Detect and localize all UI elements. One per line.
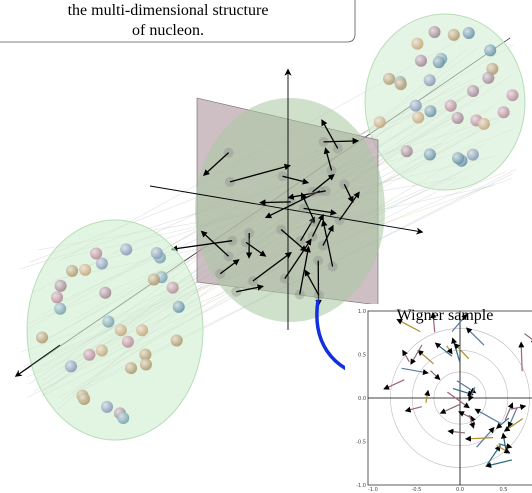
caption-line: of nucleon. — [132, 22, 204, 39]
parton-highlight — [482, 72, 494, 84]
figure: the multi-dimensional structure of nucle… — [0, 0, 532, 493]
parton-highlight — [478, 118, 490, 130]
y-tick-label: -0.5 — [356, 440, 366, 446]
parton-highlight — [51, 291, 63, 303]
parton-highlight — [424, 74, 436, 86]
parton-highlight — [467, 85, 479, 97]
parton-highlight — [55, 280, 67, 292]
parton-highlight — [411, 38, 423, 50]
parton-highlight — [410, 100, 422, 112]
parton-highlight — [484, 44, 496, 56]
parton-highlight — [401, 145, 413, 157]
parton-highlight — [83, 349, 95, 361]
y-tick-label: 0.0 — [358, 396, 366, 402]
parton-highlight — [148, 273, 160, 285]
parton-highlight — [122, 336, 134, 348]
parton-highlight — [445, 100, 457, 112]
x-tick-label: 0.0 — [456, 487, 464, 493]
nucleon-right — [365, 14, 525, 190]
arrow — [260, 202, 290, 203]
parton-highlight — [415, 55, 427, 67]
parton-highlight — [54, 303, 66, 315]
parton-highlight — [424, 148, 436, 160]
parton-highlight — [117, 412, 129, 424]
parton-highlight — [429, 26, 441, 38]
y-tick-label: -1.0 — [356, 483, 366, 489]
parton-highlight — [79, 264, 91, 276]
parton-highlight — [452, 152, 464, 164]
x-tick-label: -1.0 — [368, 487, 378, 493]
inset-background — [345, 304, 532, 493]
parton-highlight — [125, 362, 137, 374]
parton-highlight — [66, 265, 78, 277]
parton-highlight — [173, 301, 185, 313]
parton-highlight — [101, 401, 113, 413]
parton-highlight — [448, 29, 460, 41]
parton-highlight — [78, 393, 90, 405]
parton-highlight — [65, 360, 77, 372]
inset-title: Wigner sample — [397, 307, 494, 324]
parton-highlight — [412, 112, 424, 124]
wigner-inset: 1.00.50.0-0.5-1.0-1.0-0.50.00.51.0 Wigne… — [345, 304, 532, 493]
x-tick-label: -0.5 — [412, 487, 422, 493]
parton-highlight — [102, 316, 114, 328]
parton-highlight — [171, 335, 183, 347]
y-tick-label: 0.5 — [358, 353, 366, 359]
caption-line: the multi-dimensional structure — [68, 2, 269, 19]
parton-highlight — [467, 149, 479, 161]
parton-highlight — [498, 106, 510, 118]
parton-highlight — [151, 247, 163, 259]
parton-highlight — [140, 359, 152, 371]
parton-highlight — [90, 247, 102, 259]
parton-highlight — [96, 345, 108, 357]
y-tick-label: 1.0 — [358, 309, 366, 315]
parton-highlight — [120, 243, 132, 255]
parton-highlight — [395, 78, 407, 90]
parton-highlight — [383, 73, 395, 85]
parton-highlight — [452, 112, 464, 124]
parton-highlight — [167, 282, 179, 294]
parton-highlight — [433, 56, 445, 68]
parton-highlight — [99, 287, 111, 299]
parton-highlight — [115, 324, 127, 336]
parton-highlight — [507, 89, 519, 101]
parton-highlight — [136, 324, 148, 336]
x-tick-label: 0.5 — [500, 487, 508, 493]
parton-highlight — [463, 27, 475, 39]
parton-highlight — [36, 331, 48, 343]
parton-highlight — [424, 105, 436, 117]
parton-highlight — [96, 258, 108, 270]
parton-highlight — [374, 116, 386, 128]
